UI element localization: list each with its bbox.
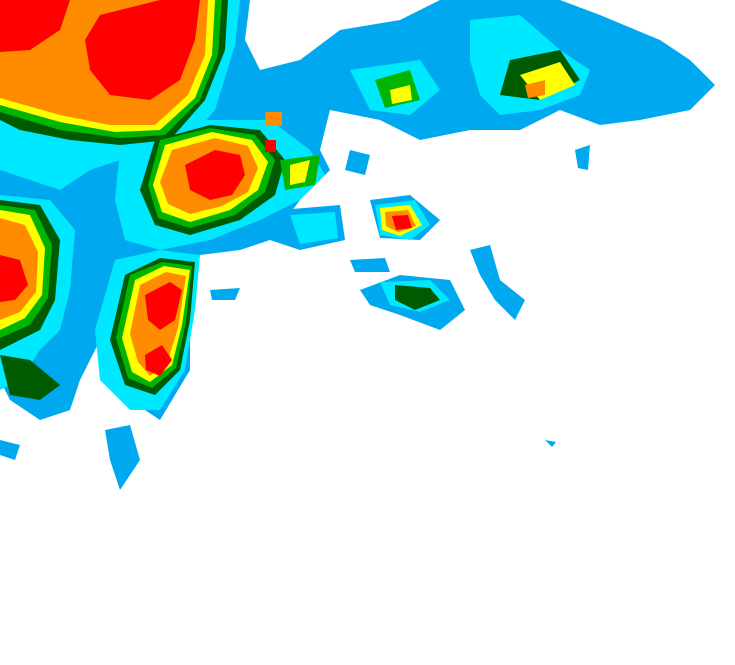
layer-red [0, 0, 412, 376]
